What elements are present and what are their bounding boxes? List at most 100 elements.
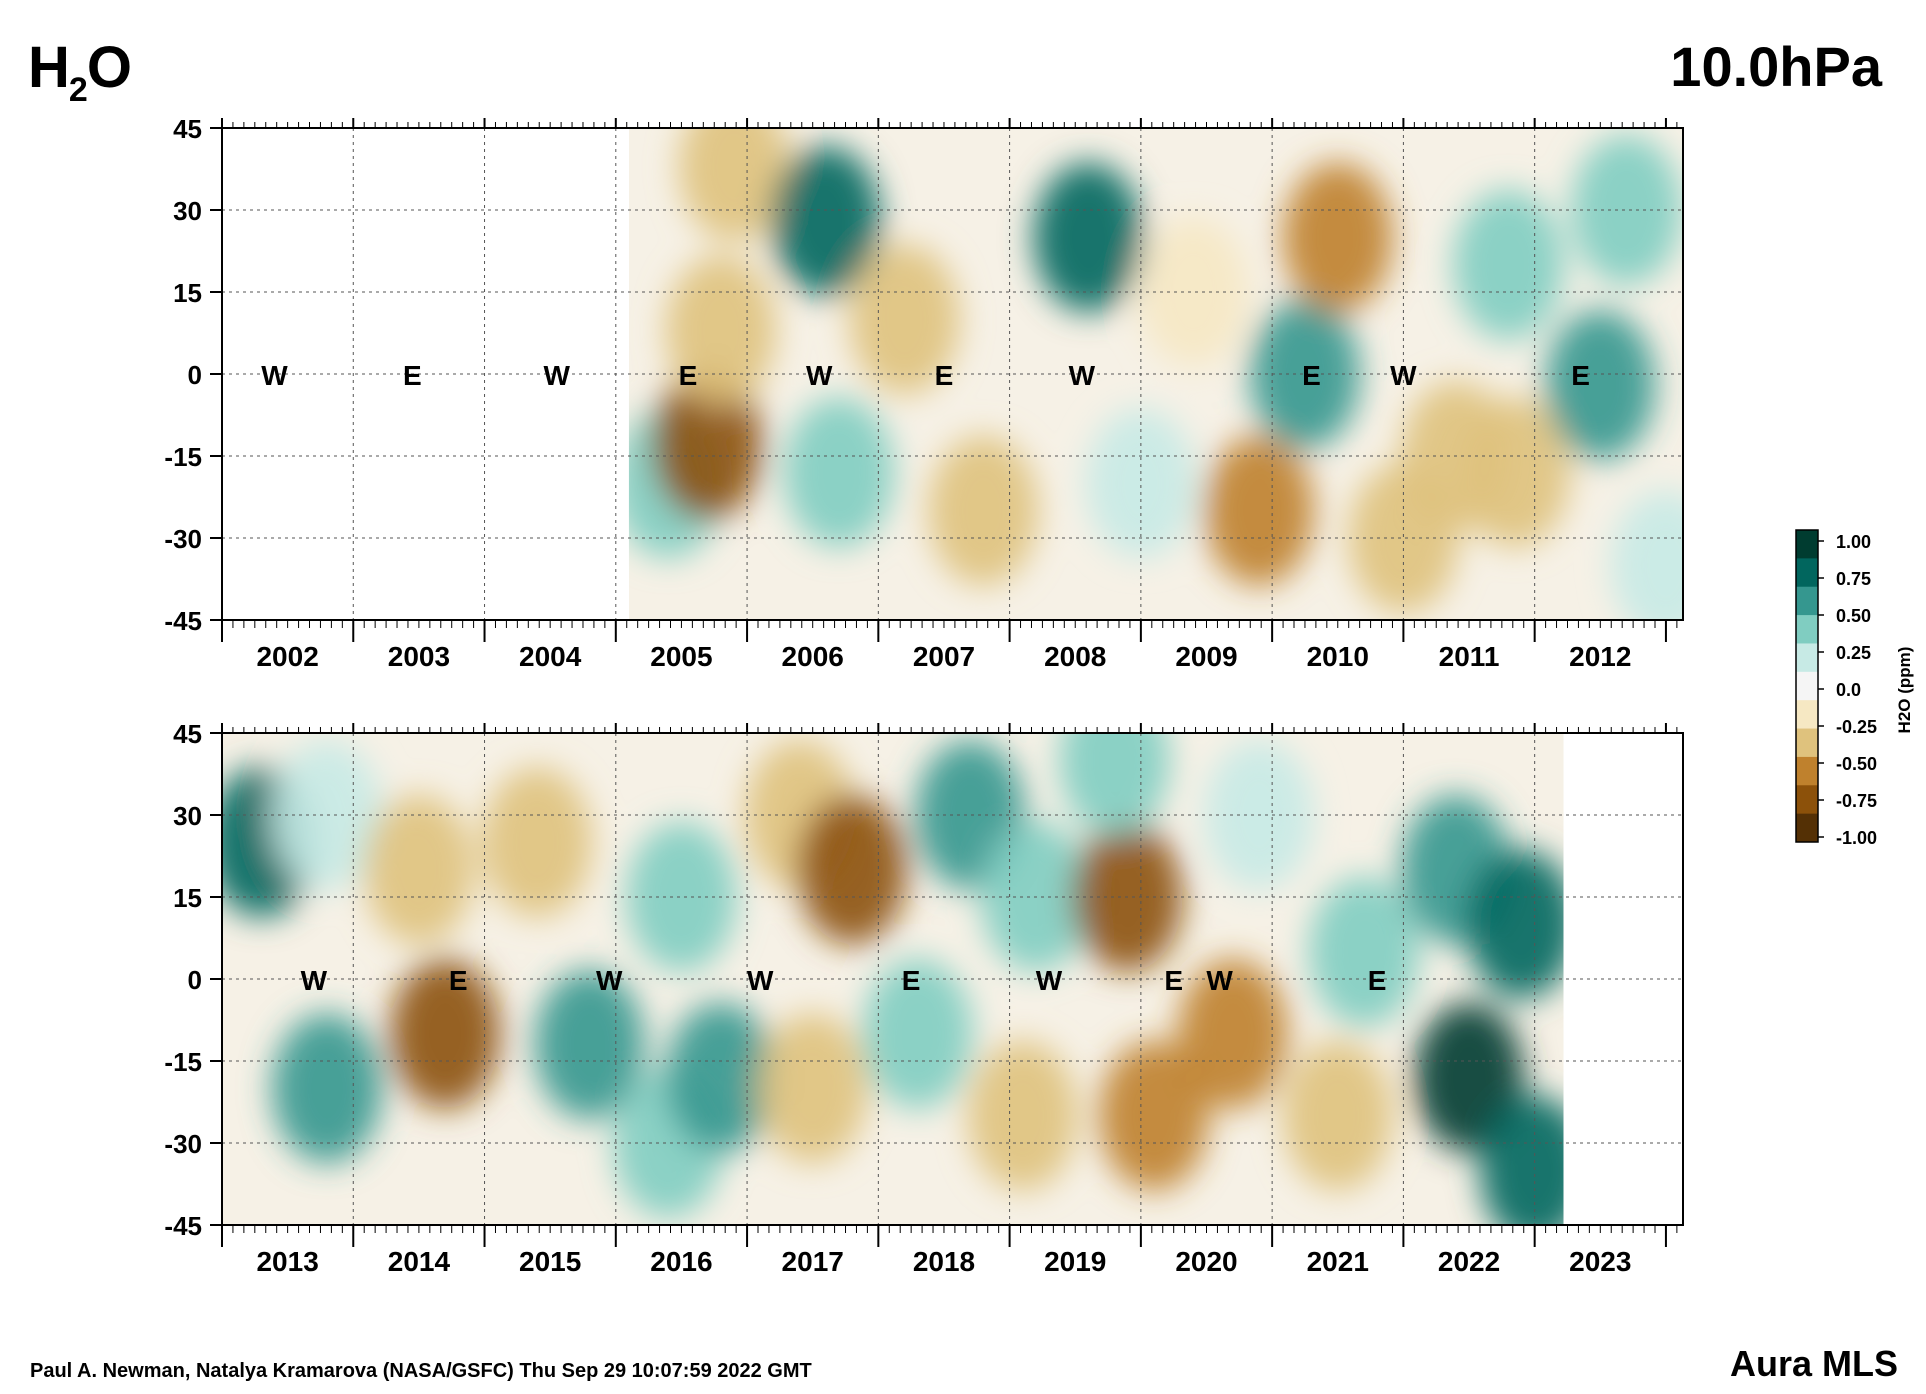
qbo-phase-label: W [1206, 965, 1233, 996]
anomaly-feature [534, 969, 645, 1120]
x-tick-label: 2012 [1569, 641, 1631, 672]
author-credit: Paul A. Newman, Natalya Kramarova (NASA/… [30, 1360, 812, 1382]
anomaly-feature [1249, 299, 1360, 449]
colorbar-swatch [1796, 728, 1818, 758]
colorbar: 1.00 0.75 0.50 0.25 0.0 -0.25 -0.50 -0.75 -1.00 H… [1795, 529, 1914, 848]
anomaly-feature [1282, 1040, 1393, 1191]
anomaly-feature [272, 1013, 383, 1164]
x-tick-label: 2006 [782, 641, 844, 672]
anomaly-feature [482, 767, 593, 918]
colorbar-swatch [1796, 643, 1818, 673]
anomaly-feature [783, 397, 894, 548]
anomaly-feature [849, 244, 960, 395]
anomaly-feature [1059, 733, 1170, 836]
anomaly-feature [1414, 1002, 1525, 1153]
instrument-label: Aura MLS [1729, 1343, 1898, 1384]
qbo-phase-label: E [1164, 965, 1183, 996]
x-tick-label: 2022 [1438, 1246, 1500, 1277]
anomaly-feature [1177, 958, 1288, 1109]
anomaly-feature [1033, 162, 1144, 313]
anomaly-feature [1466, 849, 1564, 1000]
y-tick-label: 30 [173, 801, 202, 831]
colorbar-tick-label: -1.00 [1836, 828, 1877, 848]
colorbar-tick-label: -0.75 [1836, 791, 1877, 811]
anomaly-feature [928, 435, 1039, 586]
x-tick-label: 2020 [1175, 1246, 1237, 1277]
qbo-phase-label: E [902, 965, 921, 996]
species-title: H2O [28, 35, 132, 109]
y-tick-label: 0 [188, 360, 202, 390]
qbo-phase-label: W [596, 965, 623, 996]
anomaly-feature [1571, 135, 1682, 285]
qbo-phase-label: E [1302, 360, 1321, 391]
colorbar-swatch [1796, 586, 1818, 616]
anomaly-feature [626, 822, 737, 972]
x-tick-label: 2023 [1569, 1246, 1631, 1277]
qbo-phase-label: E [1571, 360, 1590, 391]
y-tick-label: 45 [173, 114, 202, 144]
y-tick-label: -30 [164, 524, 202, 554]
qbo-phase-label: W [301, 965, 328, 996]
anomaly-feature [967, 1040, 1078, 1191]
anomaly-feature [1309, 876, 1420, 1027]
x-tick-label: 2004 [519, 641, 582, 672]
y-tick-label: -30 [164, 1129, 202, 1159]
qbo-phase-label: W [1069, 360, 1096, 391]
y-tick-label: -15 [164, 1047, 202, 1077]
anomaly-feature [363, 794, 474, 945]
anomaly-feature [1138, 217, 1249, 367]
anomaly-field [628, 128, 1683, 620]
anomaly-feature [1479, 1095, 1564, 1225]
colorbar-swatch [1796, 530, 1818, 559]
x-tick-label: 2013 [256, 1246, 318, 1277]
anomaly-feature [1545, 309, 1656, 460]
anomaly-feature [1282, 162, 1393, 313]
anomaly-feature [862, 958, 973, 1109]
x-tick-label: 2009 [1175, 641, 1237, 672]
colorbar-tick-label: 0.75 [1836, 569, 1871, 589]
qbo-phase-label: E [1368, 965, 1387, 996]
anomaly-field [222, 733, 1564, 1225]
anomaly-feature [770, 145, 881, 296]
qbo-phase-label: W [261, 360, 288, 391]
x-tick-label: 2017 [782, 1246, 844, 1277]
colorbar-tick-label: 0.25 [1836, 643, 1871, 663]
colorbar-swatch [1796, 700, 1818, 730]
panel-top: 45 30 15 0 -15 -30 -45 2002 2003 2004 2005 2006 2007… [164, 114, 1684, 672]
anomaly-feature [678, 128, 789, 242]
colorbar-swatch [1796, 813, 1818, 843]
x-tick-label: 2010 [1307, 641, 1369, 672]
colorbar-swatch [1796, 671, 1818, 701]
qbo-phase-label: E [679, 360, 698, 391]
colorbar-frame [1795, 529, 1819, 843]
anomaly-feature [390, 958, 501, 1109]
panel-bottom: 45 30 15 0 -15 -30 -45 2013 2014 2015 2016 2017 2018… [164, 719, 1684, 1277]
qbo-phase-label: E [449, 965, 468, 996]
colorbar-swatch [1796, 756, 1818, 786]
colorbar-swatch [1796, 615, 1818, 644]
qbo-phase-label: W [1036, 965, 1063, 996]
colorbar-tick-label: -0.50 [1836, 754, 1877, 774]
x-tick-label: 2019 [1044, 1246, 1106, 1277]
x-tick-label: 2005 [650, 641, 712, 672]
qbo-phase-label: W [747, 965, 774, 996]
anomaly-feature [1204, 435, 1315, 586]
x-tick-label: 2007 [913, 641, 975, 672]
y-tick-label: -45 [164, 606, 202, 636]
anomaly-feature [665, 1002, 776, 1153]
x-tick-label: 2011 [1439, 641, 1500, 672]
colorbar-tick-label: 0.50 [1836, 606, 1871, 626]
x-tick-label: 2021 [1307, 1246, 1369, 1277]
x-tick-label: 2002 [256, 641, 318, 672]
anomaly-feature [1085, 408, 1196, 559]
anomaly-feature [1610, 490, 1683, 620]
x-tick-label: 2003 [388, 641, 450, 672]
anomaly-feature [665, 255, 776, 406]
anomaly-feature [797, 794, 908, 945]
qbo-phase-label: W [806, 360, 833, 391]
y-tick-label: -15 [164, 442, 202, 472]
anomaly-feature [1453, 189, 1564, 340]
colorbar-tick-label: 1.00 [1836, 532, 1871, 552]
y-tick-label: -45 [164, 1211, 202, 1241]
